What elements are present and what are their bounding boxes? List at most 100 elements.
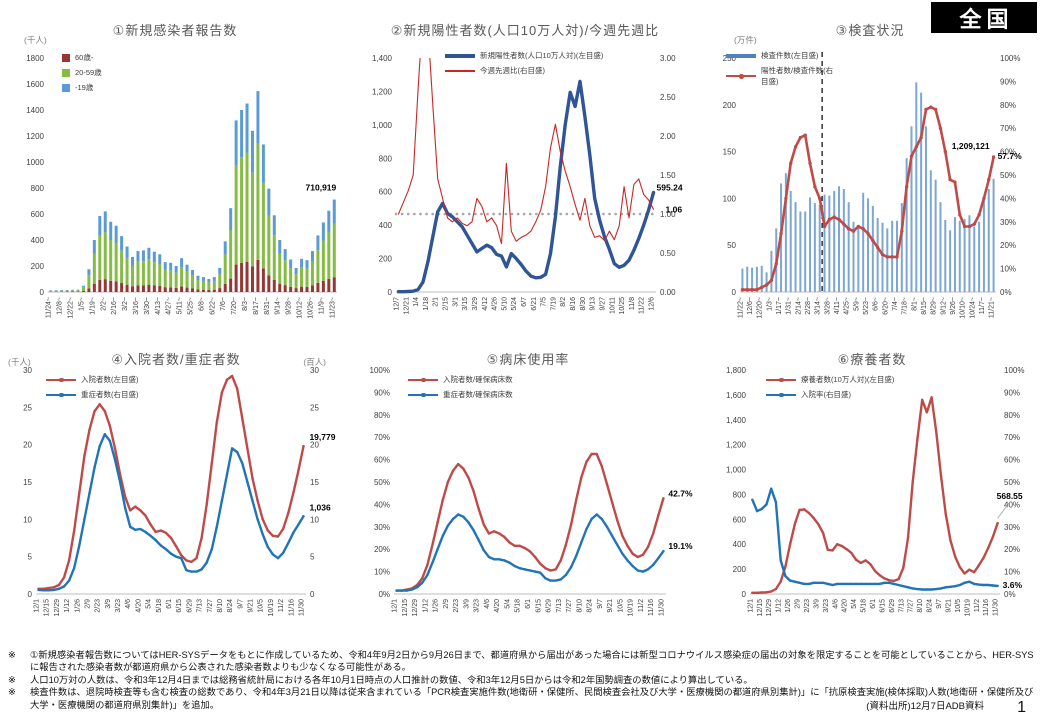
- legend-label: 療養者数(10万人対)(左目盛): [801, 375, 895, 384]
- svg-text:10/5: 10/5: [258, 599, 265, 613]
- svg-text:8/10: 8/10: [217, 599, 224, 613]
- data-annotation: 1,036: [309, 502, 331, 512]
- chart-title: ②新規陽性者数(人口10万人対)/今週先週比: [390, 23, 660, 38]
- svg-text:12/20~: 12/20~: [757, 297, 764, 319]
- y-axis-left: 0 200 400 600 800 1,000 1,200 1,400 1,600 1,800: [726, 366, 747, 599]
- svg-text:10/11: 10/11: [609, 297, 616, 314]
- c3-legend: 検査件数(左目盛) 陽性者数/検査件数(右目盛): [726, 50, 839, 87]
- svg-text:20%: 20%: [1000, 241, 1016, 250]
- svg-text:9/21: 9/21: [945, 599, 952, 613]
- svg-text:1/17~: 1/17~: [776, 297, 783, 315]
- svg-text:11/8: 11/8: [629, 297, 636, 310]
- footnote: ※ 人口10万対の人数は、令和3年12月4日までは総務省統計局における各年10月…: [6, 674, 1034, 686]
- svg-text:3/14~: 3/14~: [815, 297, 822, 315]
- svg-text:20%: 20%: [1004, 545, 1020, 554]
- svg-text:12/7: 12/7: [393, 297, 400, 311]
- svg-text:50%: 50%: [1004, 478, 1020, 487]
- svg-text:1,200: 1,200: [726, 441, 747, 450]
- legend-swatch: [408, 392, 438, 397]
- region-badge: 全国: [931, 2, 1037, 33]
- svg-text:50: 50: [727, 241, 736, 250]
- svg-text:5/24: 5/24: [511, 297, 518, 311]
- svg-text:1,800: 1,800: [726, 366, 747, 375]
- svg-text:6/15: 6/15: [879, 599, 886, 613]
- svg-text:0: 0: [388, 288, 393, 297]
- svg-text:5/23~: 5/23~: [863, 297, 870, 315]
- svg-text:800: 800: [733, 490, 747, 499]
- svg-text:1200: 1200: [26, 132, 44, 141]
- legend-label: 入院率(右目盛): [801, 390, 851, 399]
- legend-label: 20-59歳: [75, 68, 102, 77]
- svg-text:70%: 70%: [1004, 433, 1020, 442]
- svg-text:100%: 100%: [1000, 54, 1020, 63]
- svg-text:7/13: 7/13: [197, 599, 204, 613]
- svg-text:30%: 30%: [1004, 523, 1020, 532]
- svg-text:3/9: 3/9: [105, 599, 112, 609]
- svg-text:5: 5: [310, 553, 315, 562]
- svg-text:11/16: 11/16: [983, 599, 990, 616]
- svg-text:20: 20: [310, 441, 319, 450]
- svg-text:3/1: 3/1: [452, 297, 459, 307]
- svg-text:6/15: 6/15: [535, 599, 542, 613]
- svg-text:2/9: 2/9: [795, 599, 802, 609]
- chart-positives-ratio: ②新規陽性者数(人口10万人対)/今週先週比 0 200 400 600 800 1,00…: [350, 6, 700, 346]
- svg-text:1.00: 1.00: [660, 210, 676, 219]
- svg-text:200: 200: [733, 565, 747, 574]
- svg-text:80%: 80%: [374, 411, 390, 420]
- svg-text:400: 400: [733, 540, 747, 549]
- c1-series: [49, 91, 336, 292]
- svg-text:4/13~: 4/13~: [155, 297, 162, 315]
- svg-text:1800: 1800: [26, 54, 44, 63]
- footnote-text: 検査件数は、退院時検査等も含む検査の総数であり、令和4年3月21日以降は従来含ま…: [30, 687, 1034, 710]
- svg-text:10/12~: 10/12~: [297, 297, 304, 319]
- axis-unit-label: (万件): [734, 35, 757, 45]
- svg-text:7/13: 7/13: [898, 599, 905, 613]
- svg-text:2/15: 2/15: [443, 297, 450, 311]
- legend-item: 検査件数(左目盛): [726, 50, 839, 61]
- svg-text:6/20~: 6/20~: [882, 297, 889, 315]
- svg-text:11/30: 11/30: [298, 599, 305, 616]
- svg-text:0%: 0%: [1000, 288, 1012, 297]
- svg-text:11/30: 11/30: [658, 599, 665, 616]
- chart-new-infections: (千人) ①新規感染者報告数 0 200 400 600 800 1000 1200 1400…: [0, 6, 350, 346]
- svg-text:2.50: 2.50: [660, 93, 676, 102]
- footnote-text: 人口10万対の人数は、令和3年12月4日までは総務省統計局における各年10月1日…: [30, 674, 753, 685]
- svg-text:200: 200: [723, 101, 737, 110]
- chart-title: ⑤病床使用率: [486, 352, 570, 367]
- svg-text:6/7: 6/7: [521, 297, 528, 307]
- svg-text:10%: 10%: [374, 568, 390, 577]
- svg-text:8/24: 8/24: [587, 599, 594, 613]
- c5-legend: 入院者数/確保病床数 重症者数/確保病床数: [408, 374, 513, 400]
- chart-title: ①新規感染者報告数: [112, 23, 238, 38]
- legend-item: 重症者数(右目盛): [46, 389, 139, 400]
- svg-text:100: 100: [723, 194, 737, 203]
- svg-text:12/29: 12/29: [54, 599, 61, 617]
- svg-text:9/21: 9/21: [607, 599, 614, 613]
- legend-item: 20-59歳: [62, 67, 102, 78]
- svg-text:1/5~: 1/5~: [78, 297, 85, 311]
- svg-text:7/19: 7/19: [550, 297, 557, 311]
- chart-hospitalized-severe: (千人) ④入院者数/重症者数 (百人) 0 5 10 15 20 25 30 0 5 10 15 2…: [0, 348, 352, 646]
- x-axis-labels: 12/1 12/15 12/29 1/12 1/26 2/9 2/23 3/9 3/23 4/6 4…: [747, 599, 999, 617]
- svg-text:5/9~: 5/9~: [853, 297, 860, 311]
- svg-text:25: 25: [310, 403, 319, 412]
- svg-text:10/24~: 10/24~: [969, 297, 976, 319]
- svg-text:2/9: 2/9: [84, 599, 91, 609]
- svg-text:7/27: 7/27: [207, 599, 214, 613]
- svg-text:10/19: 10/19: [964, 599, 971, 617]
- svg-text:600: 600: [733, 515, 747, 524]
- svg-text:8/31~: 8/31~: [264, 297, 271, 315]
- legend-swatch: [62, 83, 70, 92]
- svg-text:5/11~: 5/11~: [177, 297, 184, 314]
- c6-series: [751, 396, 999, 594]
- legend-label: 新規陽性者数(人口10万人対)(左目盛): [480, 51, 604, 60]
- svg-text:1/31~: 1/31~: [786, 297, 793, 315]
- svg-text:0: 0: [310, 590, 315, 599]
- data-annotation: 710,919: [306, 183, 337, 193]
- svg-text:6/1: 6/1: [166, 599, 173, 609]
- svg-text:12/15: 12/15: [44, 599, 51, 617]
- y-axis-right: 0 5 10 15 20 25 30: [310, 366, 319, 599]
- legend-label: 検査件数(左目盛): [761, 51, 819, 60]
